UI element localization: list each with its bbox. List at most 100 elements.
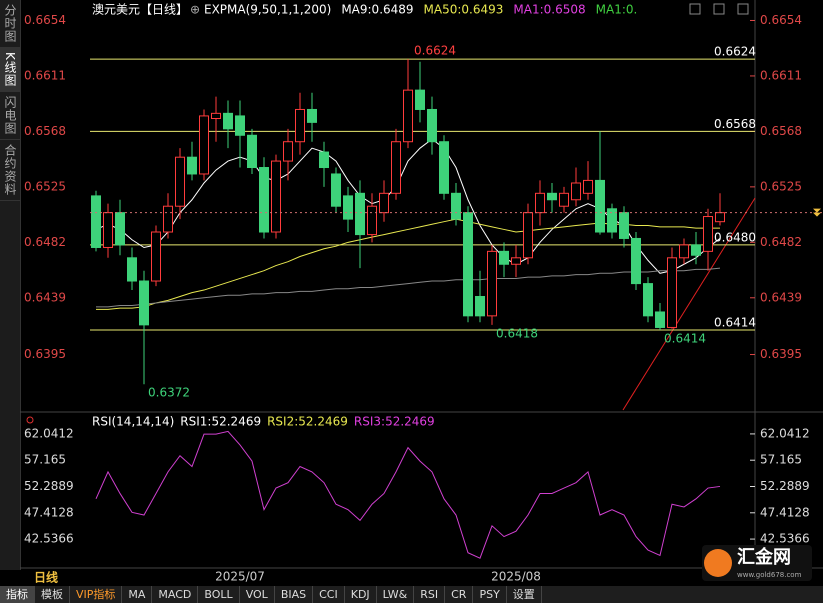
- indicator-line: [96, 267, 721, 308]
- tab[interactable]: LW&: [377, 586, 415, 603]
- level-label: 0.6568: [714, 117, 756, 131]
- legend-item: MA9:0.6489: [341, 3, 413, 17]
- low-label: 0.6372: [148, 386, 190, 400]
- y-tick-label: 62.0412: [760, 426, 810, 440]
- tab[interactable]: BIAS: [275, 586, 314, 603]
- candle-body: [391, 141, 401, 194]
- candle-body: [547, 192, 557, 201]
- rsi-line: [95, 430, 721, 559]
- low-label: 0.6418: [496, 326, 538, 340]
- tab[interactable]: MACD: [152, 586, 199, 603]
- candle-body: [475, 295, 485, 317]
- y-tick-label: 0.6482: [760, 235, 802, 249]
- candle-body: [607, 208, 617, 233]
- tab[interactable]: CR: [445, 586, 474, 603]
- logo-name: 汇金网: [737, 546, 791, 568]
- candle-body: [403, 89, 413, 143]
- candle-body: [667, 257, 677, 328]
- tab[interactable]: VOL: [240, 586, 275, 603]
- candle-body: [643, 283, 653, 317]
- candle-body: [151, 231, 161, 282]
- tab[interactable]: CCI: [313, 586, 345, 603]
- y-tick-label: 0.6525: [760, 179, 802, 193]
- candle-body: [559, 192, 569, 207]
- candle-body: [487, 250, 497, 317]
- candle-body: [415, 89, 425, 110]
- icon: ⊕: [190, 3, 200, 17]
- candle-body: [271, 160, 281, 233]
- y-tick-label: 57.165: [760, 453, 802, 467]
- tab[interactable]: 设置: [507, 586, 542, 603]
- candle-body: [163, 205, 173, 233]
- candle-body: [115, 212, 125, 246]
- tab[interactable]: 指标: [0, 586, 35, 603]
- candle-body: [343, 195, 353, 220]
- low-label: 0.6414: [664, 332, 706, 346]
- candle-body: [91, 195, 101, 248]
- candle-body: [451, 192, 461, 220]
- y-tick-label: 0.6395: [24, 347, 66, 361]
- y-tick-label: 62.0412: [24, 426, 74, 440]
- y-tick-label: 0.6611: [24, 68, 66, 82]
- candle-body: [439, 141, 449, 194]
- candle-body: [511, 257, 521, 265]
- y-tick-label: 47.4128: [24, 505, 74, 519]
- side-tabs: 分时图 K线图 闪电图 合约资料: [0, 0, 21, 570]
- y-tick-label: 52.2889: [760, 479, 810, 493]
- candle-body: [499, 250, 509, 265]
- candle-body: [463, 212, 473, 317]
- panel-icon: [26, 416, 34, 424]
- y-tick-label: 0.6568: [24, 124, 66, 138]
- y-tick-label: 0.6654: [760, 13, 802, 27]
- y-tick-label: 52.2889: [24, 479, 74, 493]
- side-tab[interactable]: 闪电图: [0, 92, 21, 140]
- y-tick-label: 0.6568: [760, 124, 802, 138]
- legend-item: RSI2:52.2469: [267, 415, 348, 429]
- candle-body: [259, 167, 269, 233]
- level-label: 0.6480: [714, 230, 756, 244]
- tab[interactable]: VIP指标: [70, 586, 123, 603]
- y-tick-label: 0.6395: [760, 347, 802, 361]
- tab[interactable]: MA: [122, 586, 153, 603]
- candle-body: [103, 212, 113, 248]
- window-icons: [689, 3, 749, 15]
- tab[interactable]: RSI: [414, 586, 446, 603]
- chart-title: 澳元美元【日线】: [92, 3, 188, 17]
- candle-body: [691, 244, 701, 256]
- candle-body: [679, 244, 689, 259]
- tab[interactable]: 模板: [35, 586, 70, 603]
- legend-item: RSI3:52.2469: [354, 415, 435, 429]
- current-price-marker: [813, 208, 821, 217]
- y-tick-label: 0.6482: [24, 235, 66, 249]
- candle-body: [655, 311, 665, 328]
- candle-body: [715, 212, 725, 223]
- candle-body: [331, 173, 341, 207]
- y-tick-label: 42.5366: [24, 532, 74, 546]
- candle-body: [571, 182, 581, 201]
- tab[interactable]: BOLL: [198, 586, 240, 603]
- legend-item: MA50:0.6493: [424, 3, 504, 17]
- period-label: 日线: [34, 570, 58, 585]
- tab[interactable]: PSY: [473, 586, 507, 603]
- candle-body: [283, 141, 293, 162]
- candle-body: [595, 179, 605, 233]
- candle-body: [523, 212, 533, 259]
- candle-body: [427, 108, 437, 143]
- side-tab[interactable]: 分时图: [0, 0, 21, 48]
- candle-body: [223, 112, 233, 130]
- x-tick-label: 2025/08: [491, 570, 541, 584]
- y-tick-label: 57.165: [24, 453, 66, 467]
- side-tab[interactable]: 合约资料: [0, 140, 21, 201]
- x-tick-label: 2025/07: [215, 570, 265, 584]
- high-label: 0.6624: [414, 44, 456, 58]
- logo-icon: [704, 549, 732, 577]
- legend-item: RSI1:52.2469: [180, 415, 261, 429]
- legend-item: MA1:0.: [596, 3, 638, 17]
- side-tab[interactable]: K线图: [0, 48, 21, 92]
- candle-body: [535, 192, 545, 214]
- candle-body: [211, 112, 221, 120]
- candle-body: [319, 151, 329, 169]
- candle-body: [703, 216, 713, 252]
- logo-box: [702, 545, 812, 581]
- tab[interactable]: KDJ: [345, 586, 377, 603]
